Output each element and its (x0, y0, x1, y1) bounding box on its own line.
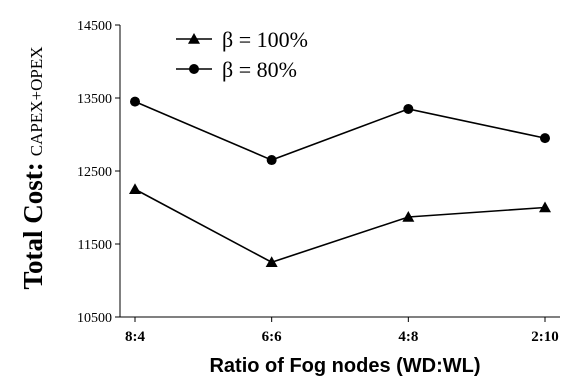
series-1-point (403, 103, 414, 114)
legend-marker (189, 64, 199, 74)
series-0-point (129, 183, 141, 195)
y-axis-title: Total Cost: CAPEX+OPEX (18, 47, 48, 290)
series-0-point (265, 256, 278, 268)
y-tick-label: 14500 (77, 19, 112, 34)
plot-area: 10500 11500 12500 13500 14500 8:4 6:6 4:8 2:10 β … (77, 19, 560, 345)
y-tick-label: 10500 (77, 311, 112, 326)
series-1-point (540, 133, 550, 144)
svg-text:Total Cost:CAPEX+OPEX: Total Cost: CAPEX+OPEX (18, 47, 48, 290)
x-tick-label: 6:6 (262, 329, 282, 345)
y-tick-label: 13500 (77, 92, 112, 107)
y-axis-title-sub: CAPEX+OPEX (27, 47, 46, 157)
x-tick-label: 2:10 (531, 329, 559, 345)
legend-marker (188, 33, 200, 44)
y-axis-title-main: Total Cost: (18, 162, 48, 289)
series-0-point (539, 201, 551, 213)
series-1-line (134, 100, 546, 161)
legend-label: β = 100% (222, 27, 308, 52)
y-tick-label: 11500 (78, 238, 112, 253)
series-0-point (402, 210, 415, 222)
series-0-line (134, 188, 546, 264)
series-1-point (266, 155, 277, 166)
series-1-point (130, 96, 140, 107)
legend-label: β = 80% (222, 57, 297, 82)
x-axis-title: Ratio of Fog nodes (WD:WL) (209, 355, 480, 377)
x-tick-label: 8:4 (125, 329, 145, 345)
x-tick-label: 4:8 (398, 329, 418, 345)
y-tick-label: 12500 (77, 165, 112, 180)
